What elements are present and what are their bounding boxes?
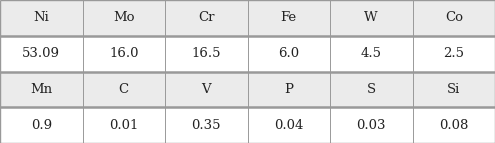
Text: 2.5: 2.5 <box>443 47 464 60</box>
Text: C: C <box>119 83 129 96</box>
Text: 0.35: 0.35 <box>192 119 221 132</box>
Bar <box>83 72 165 107</box>
Bar <box>0 72 83 107</box>
Bar <box>248 107 330 143</box>
Text: 0.03: 0.03 <box>356 119 386 132</box>
Bar <box>412 36 495 72</box>
Bar <box>412 72 495 107</box>
Bar <box>248 36 330 72</box>
Text: Mn: Mn <box>30 83 52 96</box>
Text: 0.9: 0.9 <box>31 119 52 132</box>
Bar <box>0 36 83 72</box>
Text: 53.09: 53.09 <box>22 47 60 60</box>
Text: P: P <box>284 83 293 96</box>
Bar <box>165 0 248 36</box>
Text: W: W <box>364 11 378 24</box>
Text: 0.08: 0.08 <box>439 119 468 132</box>
Text: Cr: Cr <box>198 11 214 24</box>
Text: 0.04: 0.04 <box>274 119 303 132</box>
Bar <box>330 36 412 72</box>
Text: Si: Si <box>447 83 460 96</box>
Text: Ni: Ni <box>33 11 49 24</box>
Bar <box>83 0 165 36</box>
Bar <box>83 107 165 143</box>
Bar <box>83 36 165 72</box>
Bar <box>0 0 83 36</box>
Bar <box>248 0 330 36</box>
Bar <box>412 107 495 143</box>
Text: 0.01: 0.01 <box>109 119 139 132</box>
Text: 16.0: 16.0 <box>109 47 139 60</box>
Bar <box>165 107 248 143</box>
Bar <box>330 0 412 36</box>
Text: V: V <box>201 83 211 96</box>
Text: Mo: Mo <box>113 11 135 24</box>
Text: Co: Co <box>445 11 463 24</box>
Bar <box>248 72 330 107</box>
Bar <box>165 36 248 72</box>
Bar <box>0 107 83 143</box>
Bar <box>330 107 412 143</box>
Text: Fe: Fe <box>281 11 297 24</box>
Bar <box>165 72 248 107</box>
Text: 4.5: 4.5 <box>361 47 382 60</box>
Bar <box>330 72 412 107</box>
Text: 16.5: 16.5 <box>192 47 221 60</box>
Bar <box>412 0 495 36</box>
Text: 6.0: 6.0 <box>278 47 299 60</box>
Text: S: S <box>367 83 376 96</box>
